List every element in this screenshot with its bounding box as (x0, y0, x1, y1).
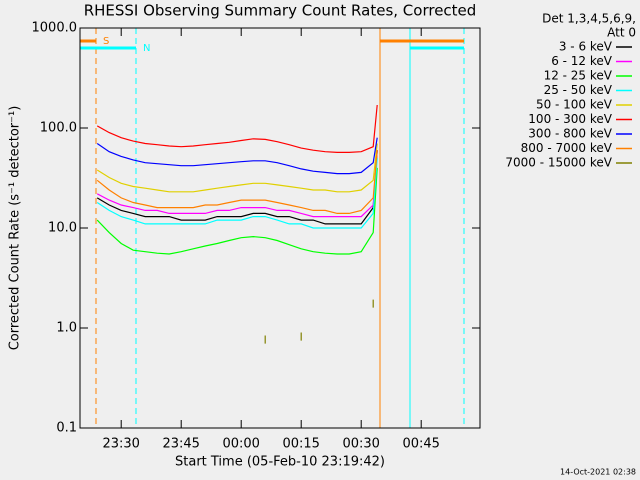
flag-label: S (103, 36, 109, 47)
y-tick-label: 1.0 (56, 321, 77, 336)
series-line (96, 137, 378, 175)
legend-label: 300 - 800 keV (528, 127, 612, 141)
legend-header: Att 0 (607, 26, 636, 40)
legend-label: 6 - 12 keV (551, 54, 613, 68)
flag-bar (410, 46, 464, 50)
plot-frame (79, 27, 481, 429)
series-line (96, 167, 378, 255)
x-tick-label: 23:45 (162, 437, 199, 452)
legend-label: 800 - 7000 keV (521, 141, 613, 155)
series-line (96, 150, 378, 225)
x-tick-label: 00:15 (282, 437, 319, 452)
flag-bar (80, 39, 96, 43)
x-tick-label: 23:30 (102, 437, 139, 452)
y-tick-label: 1000.0 (32, 21, 78, 36)
series-line (96, 150, 378, 218)
x-tick-label: 00:45 (402, 437, 439, 452)
series-line (96, 150, 378, 214)
y-tick-label: 100.0 (40, 121, 77, 136)
chart-title: RHESSI Observing Summary Count Rates, Co… (84, 2, 477, 20)
y-axis-label: Corrected Count Rate (s⁻¹ detector⁻¹) (8, 106, 23, 351)
flag-label: N (143, 43, 150, 54)
legend-label: 7000 - 15000 keV (505, 156, 612, 170)
series-line (96, 158, 378, 229)
series-line (96, 104, 378, 153)
flag-bar (380, 39, 464, 43)
x-axis-label: Start Time (05-Feb-10 23:19:42) (175, 455, 385, 470)
legend-header: Det 1,3,4,5,6,9, (542, 12, 636, 26)
x-tick-label: 00:30 (342, 437, 379, 452)
y-tick-label: 0.1 (56, 421, 77, 436)
legend-label: 100 - 300 keV (528, 112, 612, 126)
legend-label: 25 - 50 keV (544, 83, 613, 97)
flag-bar (80, 46, 136, 50)
legend-label: 12 - 25 keV (544, 69, 613, 83)
legend-label: 3 - 6 keV (559, 40, 613, 54)
series-line (96, 143, 378, 193)
footer: 14-Oct-2021 02:38 (560, 468, 636, 477)
series-line (264, 299, 374, 344)
legend-label: 50 - 100 keV (536, 98, 613, 112)
x-tick-label: 00:00 (222, 437, 259, 452)
y-tick-label: 10.0 (48, 221, 77, 236)
